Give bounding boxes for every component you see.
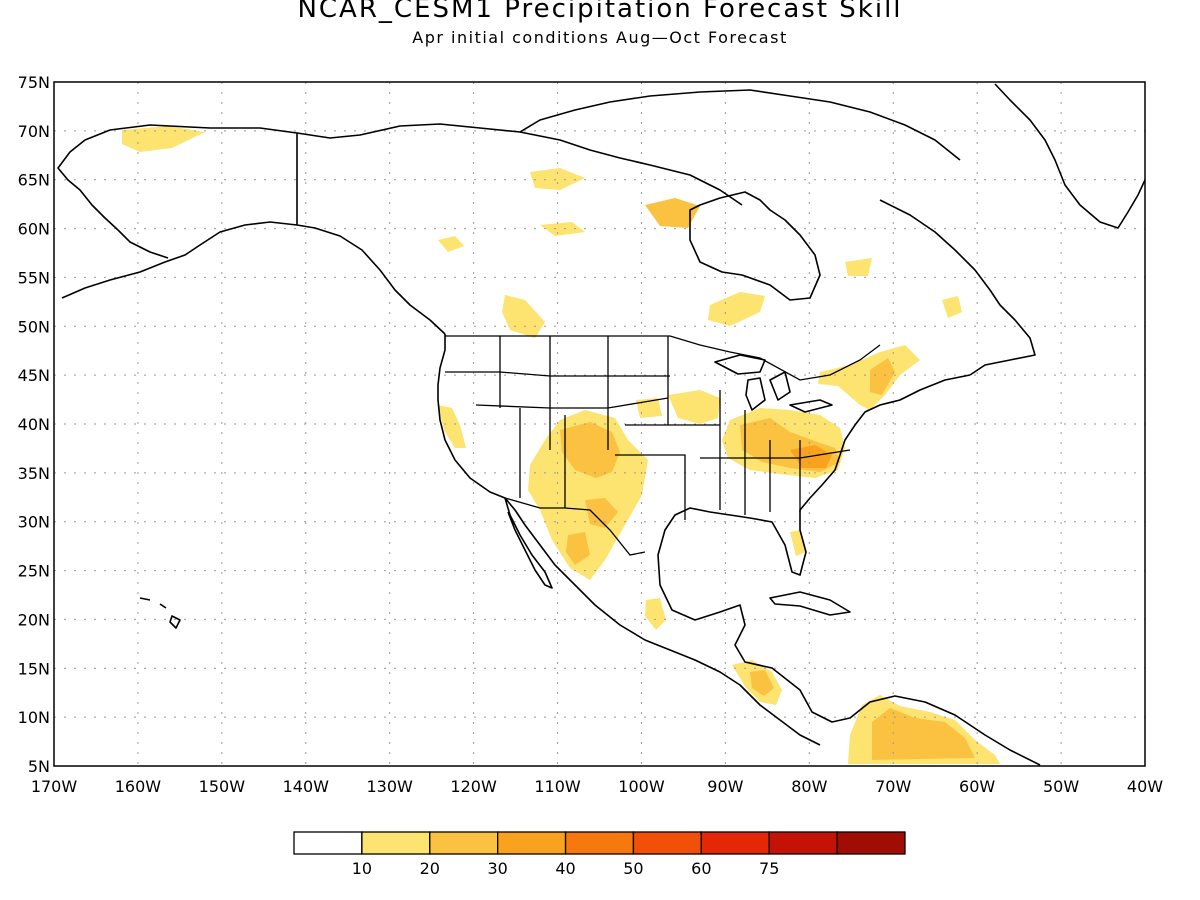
lat-tick-label: 15N	[18, 659, 50, 678]
coastline-pacific	[437, 334, 821, 746]
border-us-mexico	[504, 497, 646, 556]
coastline-baja	[504, 497, 553, 589]
map-frame	[53, 81, 1146, 767]
coastline-canada-arctic	[296, 89, 961, 206]
colorbar-swatch	[293, 831, 363, 855]
lon-tick-label: 170W	[31, 777, 78, 796]
lat-tick-label: 55N	[18, 268, 50, 287]
lon-tick-label: 140W	[283, 777, 330, 796]
lat-tick-label: 40N	[18, 415, 50, 434]
colorbar-swatch	[632, 831, 702, 855]
lat-tick-label: 45N	[18, 366, 50, 385]
border-us-canada	[445, 335, 881, 381]
coastline-great-lakes	[714, 354, 833, 413]
lon-tick-label: 130W	[367, 777, 414, 796]
skill-region-nebraska	[636, 398, 662, 418]
lon-tick-label: 100W	[618, 777, 665, 796]
lat-tick-label: 25N	[18, 562, 50, 581]
lon-tick-label: 160W	[115, 777, 162, 796]
colorbar-label: 50	[623, 859, 643, 878]
skill-region-northeast-core	[870, 358, 895, 395]
colorbar-label: 20	[420, 859, 440, 878]
skill-shading	[122, 126, 1000, 764]
colorbar-swatch	[768, 831, 838, 855]
lon-tick-label: 120W	[450, 777, 497, 796]
skill-region-florida	[790, 530, 806, 556]
skill-region-southwest-core	[560, 422, 620, 478]
borders-us-states	[445, 336, 851, 520]
lat-lon-grid	[54, 82, 1145, 766]
colorbar-swatch	[361, 831, 431, 855]
lat-tick-label: 30N	[18, 513, 50, 532]
colorbar-swatch	[700, 831, 770, 855]
lon-tick-label: 80W	[791, 777, 827, 796]
lat-tick-label: 5N	[28, 757, 50, 776]
longitude-labels: 170W 160W 150W 140W 130W 120W 110W 100W 90W 80W 70…	[31, 777, 1163, 796]
colorbar-swatch	[497, 831, 567, 855]
skill-region-california	[438, 405, 466, 448]
skill-region-quebec	[845, 258, 872, 276]
map-subtitle: Apr initial conditions Aug—Oct Forecast	[412, 28, 788, 47]
skill-region-canada-5	[502, 295, 545, 338]
colorbar-label: 60	[691, 859, 711, 878]
lon-tick-label: 40W	[1127, 777, 1163, 796]
coastline-alaska	[57, 124, 446, 335]
lat-tick-label: 10N	[18, 708, 50, 727]
coastline-greenland	[994, 83, 1146, 229]
colorbar-label: 75	[759, 859, 779, 878]
skill-region-alaska	[122, 126, 205, 152]
skill-region-central-america-core	[750, 670, 774, 696]
lon-tick-label: 110W	[534, 777, 581, 796]
lat-tick-label: 60N	[18, 220, 50, 239]
skill-region-northeast	[818, 345, 920, 410]
lon-tick-label: 70W	[875, 777, 911, 796]
lat-tick-label: 35N	[18, 464, 50, 483]
coastlines	[57, 83, 1146, 766]
colorbar-label: 30	[487, 859, 507, 878]
lon-tick-label: 50W	[1043, 777, 1079, 796]
skill-region-southern-mexico	[645, 598, 666, 630]
coastline-hudson-bay	[689, 191, 821, 301]
skill-region-texas-core	[585, 498, 618, 528]
lon-tick-label: 90W	[707, 777, 743, 796]
colorbar-label: 40	[555, 859, 575, 878]
skill-region-south-america-core	[872, 708, 975, 760]
colorbar-swatch	[836, 831, 906, 855]
lat-tick-label: 65N	[18, 171, 50, 190]
coastline-hawaii	[139, 597, 181, 629]
skill-region-labrador	[942, 296, 962, 318]
political-borders	[445, 335, 881, 556]
colorbar-swatch	[429, 831, 499, 855]
coastline-cuba	[769, 591, 851, 616]
skill-region-iowa	[668, 390, 720, 424]
colorbar-label: 10	[352, 859, 372, 878]
skill-region-canada-3	[438, 236, 464, 252]
skill-region-canada-4	[540, 222, 585, 236]
lat-tick-label: 70N	[18, 122, 50, 141]
skill-region-canada-2	[645, 198, 700, 228]
skill-region-canada-1	[530, 168, 585, 190]
colorbar: 10 20 30 40 50 60 75	[293, 831, 906, 878]
map-title: NCAR_CESM1 Precipitation Forecast Skill	[297, 0, 903, 24]
coastline-labrador	[879, 199, 1036, 376]
lon-tick-label: 60W	[959, 777, 995, 796]
skill-region-mexico-core	[566, 532, 590, 565]
colorbar-swatch	[564, 831, 635, 855]
lat-tick-label: 50N	[18, 317, 50, 336]
lon-tick-label: 150W	[199, 777, 246, 796]
lat-tick-label: 75N	[18, 73, 50, 92]
lat-tick-label: 20N	[18, 610, 50, 629]
skill-region-canada-6	[708, 292, 765, 326]
coastline-atlantic	[657, 374, 1041, 766]
latitude-labels: 75N 70N 65N 60N 55N 50N 45N 40N 35N 30N 25N 20N 15N 1…	[18, 73, 50, 776]
